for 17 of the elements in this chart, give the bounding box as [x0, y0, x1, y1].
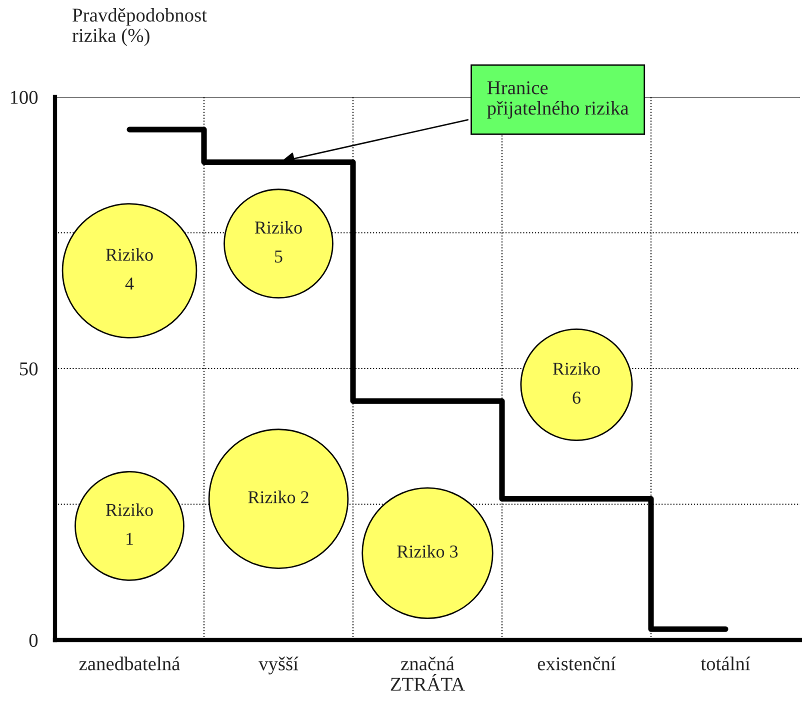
x-tick-label: vyšší — [258, 656, 298, 674]
series-label: Riziko 6 — [552, 362, 600, 404]
series-label: Riziko 1 — [106, 503, 153, 545]
series-label: Riziko 4 — [106, 248, 153, 290]
x-axis-title: ZTRÁTA — [390, 674, 465, 691]
x-tick-label: zanedbatelná — [79, 656, 180, 670]
series-label: Riziko 2 — [248, 490, 308, 504]
series-label: Riziko 5 — [254, 220, 302, 263]
x-tick-label: totální — [700, 656, 750, 670]
annotation: Hranice přijatelného rizika — [487, 81, 629, 119]
y-tick-label: 0 — [29, 634, 38, 647]
y-tick-label: 50 — [20, 362, 38, 376]
y-axis-title: Pravděpodobnost rizika (%) — [72, 8, 207, 46]
x-tick-label: existenční — [538, 656, 616, 670]
series-label: Riziko 3 — [397, 544, 458, 558]
y-tick-label: 100 — [10, 90, 38, 104]
x-tick-label: značná — [401, 656, 454, 670]
